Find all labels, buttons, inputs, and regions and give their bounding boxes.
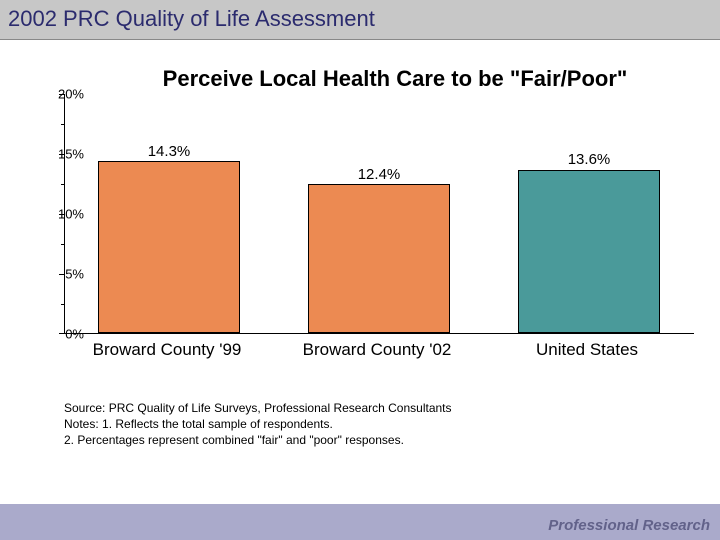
bar-value-label: 13.6% bbox=[529, 151, 649, 168]
bar-value-label: 14.3% bbox=[109, 143, 229, 160]
ytick-minor bbox=[61, 124, 65, 125]
chart-title: Perceive Local Health Care to be "Fair/P… bbox=[90, 66, 700, 92]
xcat-label: Broward County '02 bbox=[292, 340, 462, 360]
ytick bbox=[59, 333, 65, 334]
ytick bbox=[59, 274, 65, 275]
xcat-label: United States bbox=[502, 340, 672, 360]
note-line: 2. Percentages represent combined "fair"… bbox=[64, 432, 452, 448]
bar-broward-02 bbox=[308, 184, 450, 333]
ytick bbox=[59, 94, 65, 95]
source-notes: Source: PRC Quality of Life Surveys, Pro… bbox=[64, 400, 452, 449]
ytick bbox=[59, 214, 65, 215]
note-line: Notes: 1. Reflects the total sample of r… bbox=[64, 416, 452, 432]
ytick-minor bbox=[61, 304, 65, 305]
page-title: 2002 PRC Quality of Life Assessment bbox=[8, 6, 375, 32]
ytick-minor bbox=[61, 244, 65, 245]
ytick bbox=[59, 154, 65, 155]
bar-united-states bbox=[518, 170, 660, 333]
ytick-minor bbox=[61, 184, 65, 185]
footer-brand: Professional Research bbox=[548, 517, 710, 534]
bar-value-label: 12.4% bbox=[319, 166, 439, 183]
title-bar: 2002 PRC Quality of Life Assessment bbox=[0, 0, 720, 40]
plot-axes: 14.3% 12.4% 13.6% bbox=[64, 94, 694, 334]
slide: 2002 PRC Quality of Life Assessment Perc… bbox=[0, 0, 720, 540]
source-line: Source: PRC Quality of Life Surveys, Pro… bbox=[64, 400, 452, 416]
bar-broward-99 bbox=[98, 161, 240, 333]
xcat-label: Broward County '99 bbox=[82, 340, 252, 360]
chart-area: 14.3% 12.4% 13.6% bbox=[64, 94, 694, 334]
